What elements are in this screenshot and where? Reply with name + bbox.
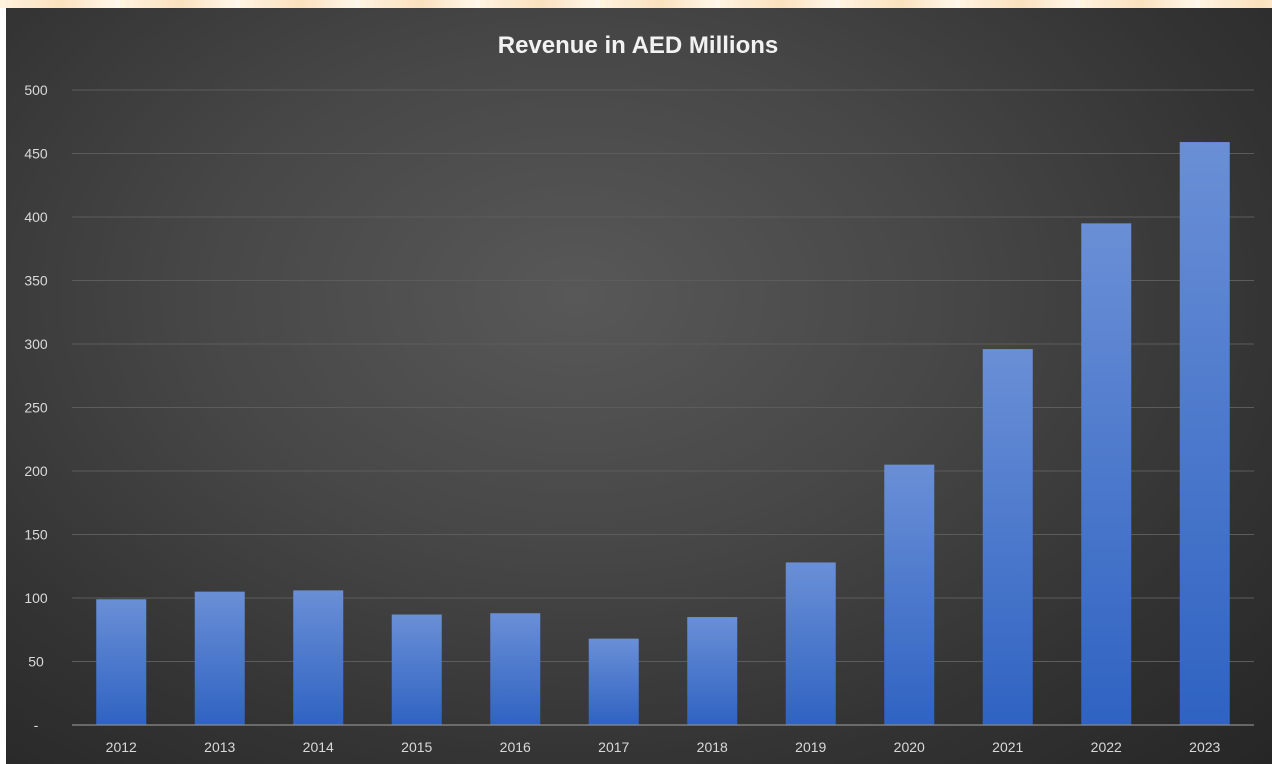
bar-2014 — [293, 590, 344, 725]
bar-2012 — [96, 599, 147, 725]
y-axis-tick-labels: - 50 100 150 200 250 300 350 400 450 500 — [24, 82, 48, 733]
bar-2020 — [884, 464, 935, 725]
bar-2017 — [588, 638, 639, 725]
y-tick-label: 100 — [24, 590, 48, 606]
x-axis-tick-labels: 2012 2013 2014 2015 2016 2017 2018 2019 2020 2021… — [106, 739, 1221, 755]
bar-2018 — [687, 617, 738, 725]
x-tick-label: 2013 — [204, 739, 235, 755]
y-tick-label: 500 — [24, 82, 48, 98]
x-tick-label: 2018 — [697, 739, 728, 755]
bar-2021 — [982, 349, 1033, 725]
y-tick-label: 300 — [24, 336, 48, 352]
bar-2019 — [785, 562, 836, 725]
x-tick-label: 2012 — [106, 739, 137, 755]
bars — [96, 142, 1230, 725]
x-tick-label: 2019 — [795, 739, 826, 755]
y-tick-label: 400 — [24, 209, 48, 225]
y-tick-label: 50 — [28, 654, 44, 670]
x-tick-label: 2022 — [1091, 739, 1122, 755]
bar-2022 — [1081, 223, 1132, 725]
y-tick-label: 200 — [24, 463, 48, 479]
top-decorative-strip — [0, 0, 1272, 8]
y-tick-label: 150 — [24, 527, 48, 543]
x-tick-label: 2014 — [303, 739, 334, 755]
x-tick-label: 2016 — [500, 739, 531, 755]
gridlines — [72, 89, 1254, 662]
bar-2015 — [391, 614, 442, 725]
y-tick-label: - — [34, 717, 39, 733]
bar-2016 — [490, 613, 541, 725]
x-tick-label: 2023 — [1189, 739, 1220, 755]
y-tick-label: 450 — [24, 146, 48, 162]
x-tick-label: 2015 — [401, 739, 432, 755]
x-tick-label: 2021 — [992, 739, 1023, 755]
chart-title: Revenue in AED Millions — [498, 32, 779, 59]
y-tick-label: 350 — [24, 273, 48, 289]
y-tick-label: 250 — [24, 400, 48, 416]
x-tick-label: 2017 — [598, 739, 629, 755]
x-tick-label: 2020 — [894, 739, 925, 755]
bar-2013 — [194, 591, 245, 725]
bar-2023 — [1179, 142, 1230, 725]
